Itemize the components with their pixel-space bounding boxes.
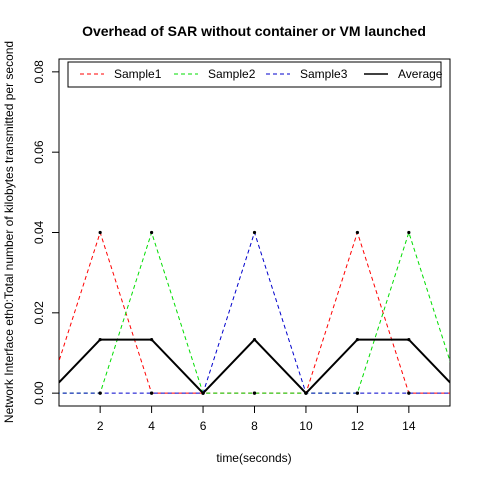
- point-average: [98, 338, 102, 342]
- point-sample2: [459, 392, 462, 395]
- y-tick-label: 0.04: [32, 220, 46, 244]
- y-axis: 0.00 0.02 0.04 0.06 0.08: [32, 60, 59, 405]
- legend: Sample1 Sample2 Sample3 Average: [67, 61, 443, 88]
- point-average: [355, 338, 359, 342]
- x-tick-label: 2: [97, 419, 104, 433]
- point-sample3: [98, 391, 102, 395]
- point-sample3: [355, 391, 359, 395]
- x-axis: 2 4 6 8 10 12 14: [97, 406, 416, 433]
- point-average: [407, 338, 411, 342]
- x-tick-label: 6: [200, 419, 207, 433]
- x-tick-label: 12: [351, 419, 365, 433]
- point-sample3: [459, 392, 462, 395]
- point-average: [252, 338, 257, 342]
- point-sample1: [459, 392, 462, 395]
- y-tick-label: 0.02: [32, 301, 46, 325]
- point-sample3: [150, 391, 154, 395]
- series-line-average: [59, 338, 450, 395]
- point-sample1: [47, 392, 50, 395]
- point-average: [459, 392, 462, 395]
- x-tick-label: 14: [402, 419, 416, 433]
- chart-title: Overhead of SAR without container or VM …: [82, 23, 426, 39]
- y-tick-label: 0.00: [32, 381, 46, 405]
- y-tick-label: 0.06: [32, 140, 46, 164]
- point-sample2: [150, 230, 154, 235]
- y-tick-label: 0.08: [32, 60, 46, 84]
- point-sample2: [252, 391, 257, 395]
- series-layer: [47, 230, 462, 395]
- y-axis-label: Network Interface eth0:Total number of k…: [2, 41, 16, 423]
- point-average: [150, 338, 154, 342]
- point-sample1: [98, 230, 102, 235]
- point-sample2: [407, 230, 411, 235]
- point-average: [47, 392, 50, 395]
- point-sample2: [47, 392, 50, 395]
- legend-label-sample1: Sample1: [114, 67, 162, 81]
- point-sample1: [355, 230, 359, 235]
- point-sample3: [47, 392, 50, 395]
- x-tick-label: 8: [251, 419, 258, 433]
- legend-box: [67, 61, 442, 88]
- series-line-sample1: [59, 230, 450, 394]
- legend-label-sample3: Sample3: [300, 67, 348, 81]
- x-tick-label: 10: [299, 419, 313, 433]
- x-tick-label: 4: [148, 419, 155, 433]
- point-average: [201, 391, 205, 395]
- point-sample3: [407, 391, 411, 395]
- series-line-sample2: [59, 230, 450, 394]
- x-axis-label: time(seconds): [216, 451, 291, 465]
- point-average: [304, 391, 308, 395]
- legend-label-average: Average: [398, 67, 443, 81]
- point-sample3: [252, 230, 257, 235]
- series-line-sample3: [59, 230, 450, 394]
- legend-label-sample2: Sample2: [208, 67, 256, 81]
